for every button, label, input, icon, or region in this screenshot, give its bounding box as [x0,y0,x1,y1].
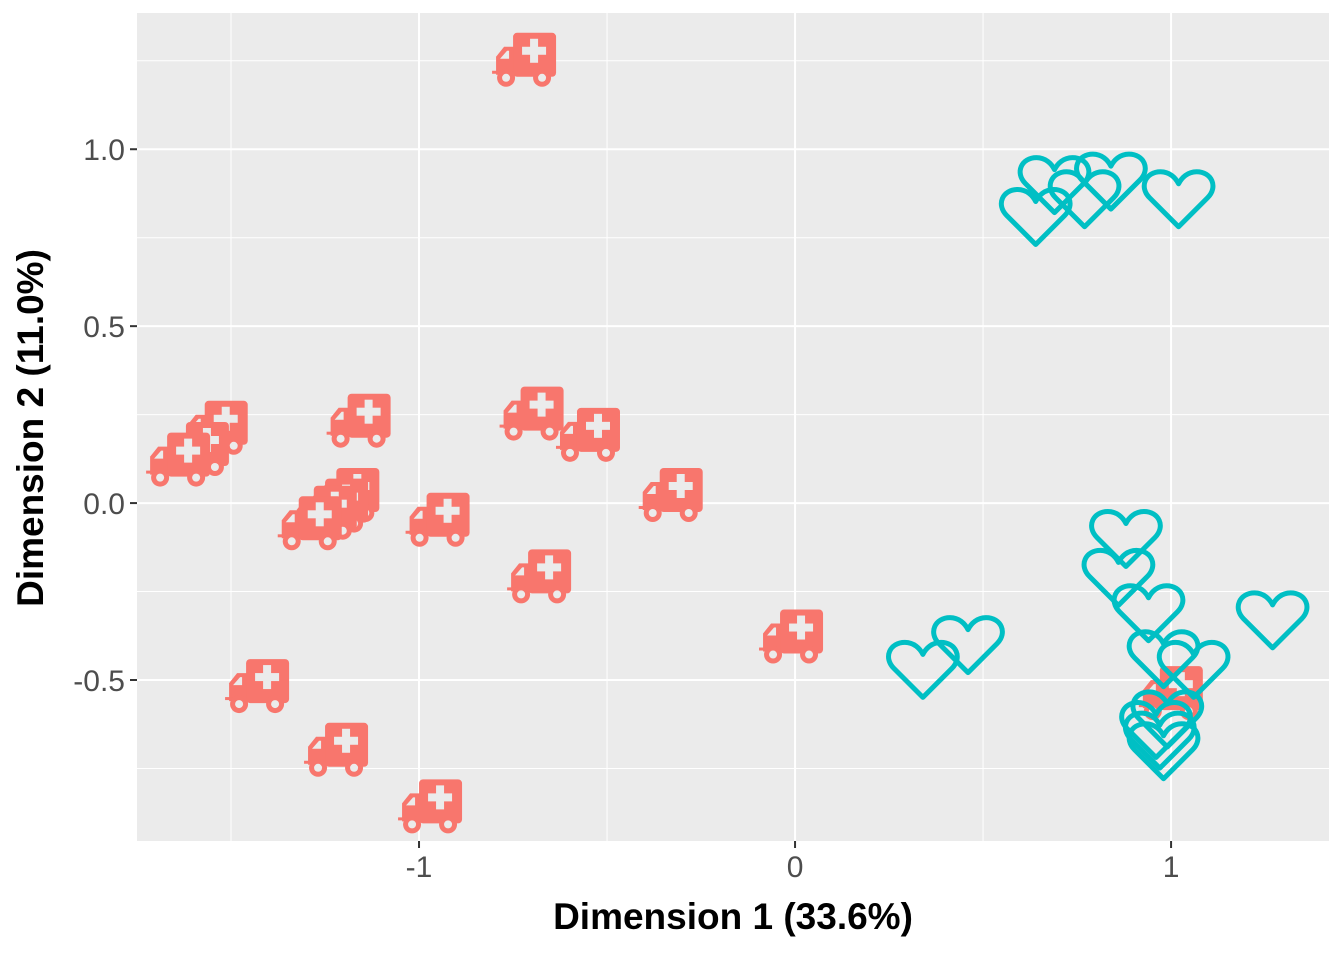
ambulance-icon [304,722,369,777]
ambulance-icon [225,659,290,714]
ambulance-icon [499,386,564,441]
heart-icon [886,639,960,700]
heart-icon [1235,590,1310,651]
ambulance-icon [638,468,703,522]
heart-icon [1126,721,1201,782]
y-tick-label: 0.0 [83,488,125,521]
x-axis-title: Dimension 1 (33.6%) [553,896,913,937]
heart-icon [998,186,1073,247]
x-tick-label: 0 [787,851,804,884]
ambulance-icon [277,496,342,551]
ambulance-icon [759,609,824,664]
heart-icon [1017,155,1092,216]
heart-icon [1074,151,1148,212]
ambulance-icon [326,393,391,448]
ambulance-icon [405,492,470,547]
x-tick-label: 1 [1163,851,1180,884]
ambulance-icon [398,779,463,834]
y-tick-label: 0.5 [83,311,125,344]
ambulance-icon [146,432,211,487]
y-axis-title: Dimension 2 (11.0%) [10,249,51,607]
y-tick-label: 1.0 [83,134,125,167]
heart-icon [1081,547,1156,608]
y-tick-labels: -0.5 0.0 0.5 1.0 [73,134,125,698]
y-tick-label: -0.5 [73,665,125,698]
x-tick-label: -1 [406,851,433,884]
heart-icon [1156,639,1231,700]
ambulance-icon [555,407,620,462]
heart-icon [1119,700,1193,761]
heart-icon [1122,710,1197,771]
heart-icon [1089,508,1163,569]
x-tick-labels: -1 0 1 [406,851,1180,884]
ambulance-icon [507,549,572,604]
axis-ticks [130,148,1173,848]
heart-icon [1141,169,1216,230]
heart-icon [1111,583,1186,644]
data-markers [146,32,1310,834]
heart-icon [931,615,1005,676]
ambulance-icon [492,32,557,87]
